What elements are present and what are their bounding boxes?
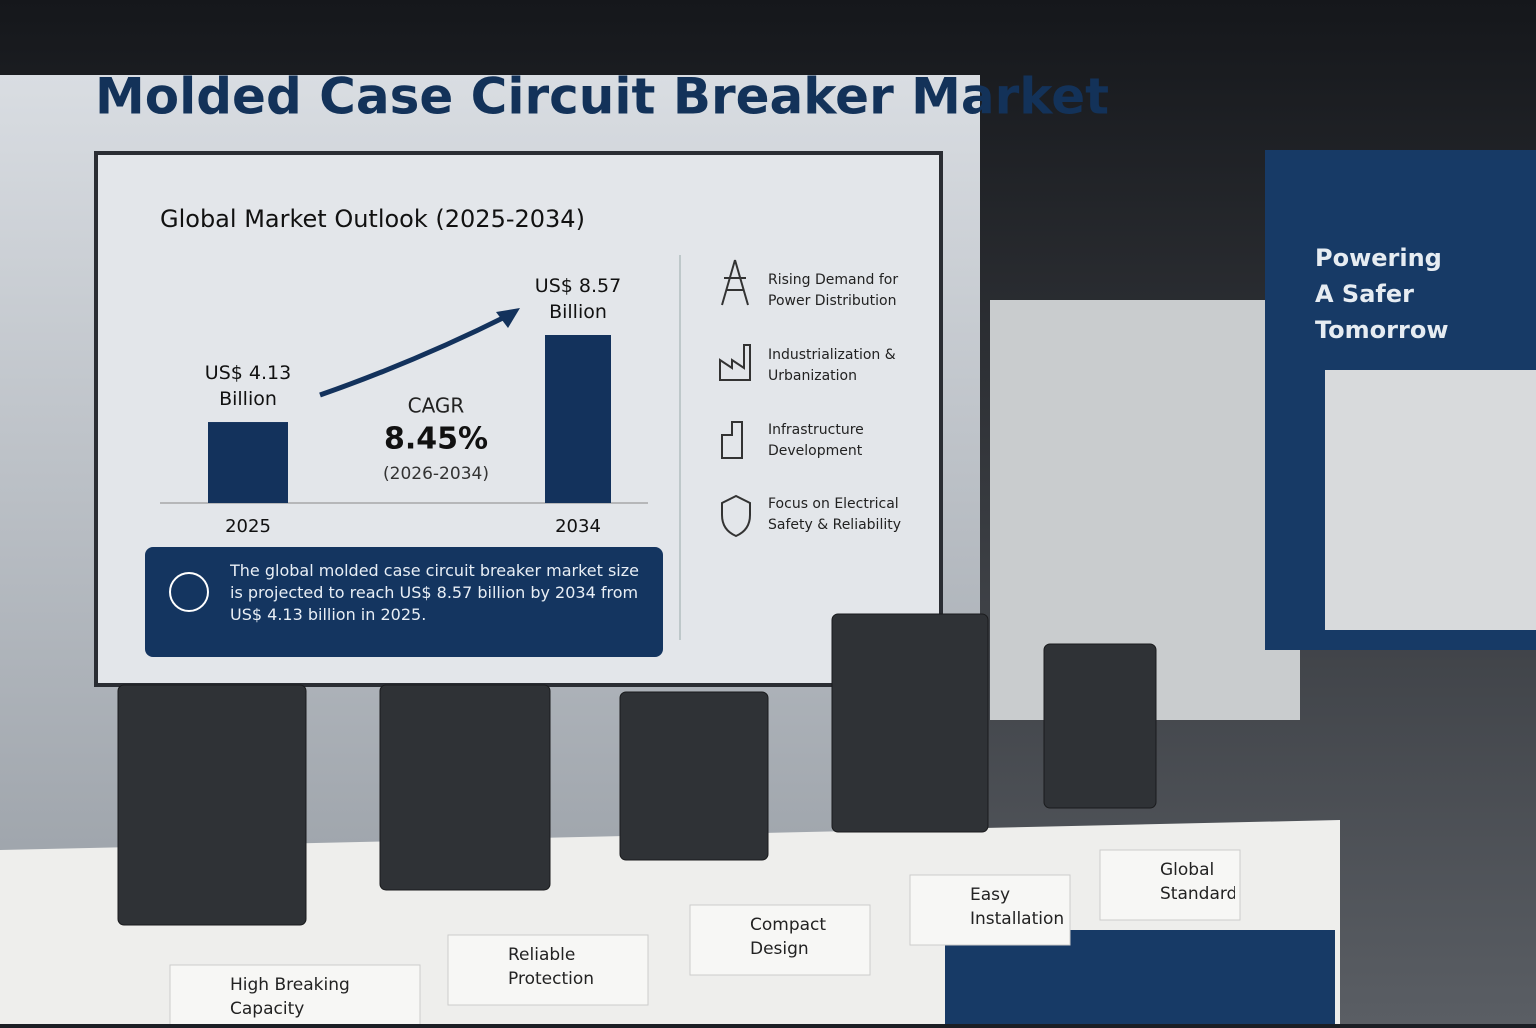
trend-arrow bbox=[319, 309, 517, 398]
breaker bbox=[1043, 643, 1157, 809]
bar bbox=[545, 335, 611, 503]
driver: Infrastructure Development bbox=[768, 422, 864, 459]
feature-label-box: Global Standards bbox=[1160, 860, 1235, 904]
globe-icon bbox=[169, 572, 209, 612]
tower-icon bbox=[721, 259, 749, 306]
chart-title: Global Market Outlook (2025-2034) bbox=[160, 205, 585, 233]
value-label: US$ 8.57 Billion bbox=[534, 275, 622, 323]
feature-label: Reliable Protection bbox=[508, 945, 595, 989]
feature-card bbox=[689, 904, 871, 976]
value-label: US$ 4.13 Billion bbox=[204, 362, 292, 411]
cagr-value: 8.45% bbox=[384, 422, 488, 457]
driver-box: Rising Demand for Power Distribution bbox=[768, 272, 899, 309]
value-label-box: US$ 4.13 Billion bbox=[204, 362, 292, 411]
feature-label-box: High Breaking Capacity bbox=[230, 975, 350, 1019]
feature-label: Compact Design bbox=[750, 915, 827, 959]
booth-sign-text: Powering A Safer Tomorrow bbox=[1315, 244, 1449, 344]
x-tick-label: 2034 bbox=[555, 516, 601, 537]
breakers bbox=[117, 613, 1157, 926]
building-icon bbox=[721, 421, 743, 459]
feature-label: Easy Installation bbox=[970, 885, 1065, 929]
counter-panel bbox=[945, 930, 1335, 1024]
feature-labels: High Breaking Capacity Reliable Protectio… bbox=[169, 849, 1241, 1028]
feature-card bbox=[447, 934, 649, 1006]
breaker bbox=[117, 684, 307, 926]
driver: Focus on Electrical Safety & Reliability bbox=[768, 496, 901, 533]
feature-label-box: Easy Installation bbox=[970, 885, 1065, 929]
value-label-box: US$ 8.57 Billion bbox=[534, 275, 622, 323]
x-tick-label: 2025 bbox=[225, 516, 271, 537]
feature-label: Global Standards bbox=[1160, 860, 1235, 904]
factory-icon bbox=[719, 344, 751, 381]
feature-label: High Breaking Capacity bbox=[230, 975, 350, 1019]
cagr-label: CAGR bbox=[408, 394, 465, 418]
bar bbox=[208, 422, 288, 503]
breaker bbox=[379, 684, 551, 891]
feature-card bbox=[169, 964, 421, 1028]
driver-icons bbox=[719, 259, 751, 538]
breaker bbox=[619, 691, 769, 861]
feature-label-box: Compact Design bbox=[750, 915, 827, 959]
driver: Rising Demand for Power Distribution bbox=[768, 272, 899, 309]
note-box bbox=[145, 547, 663, 657]
feature-card bbox=[909, 874, 1071, 946]
driver-box: Industrialization & Urbanization bbox=[768, 347, 896, 384]
booth-room bbox=[1325, 370, 1536, 630]
driver-box: Infrastructure Development bbox=[768, 422, 864, 459]
cagr-period: (2026-2034) bbox=[383, 464, 489, 484]
booth-sign: Powering A Safer Tomorrow bbox=[1315, 244, 1449, 344]
driver-box: Focus on Electrical Safety & Reliability bbox=[768, 496, 901, 533]
arrow-head bbox=[496, 308, 520, 328]
note: The global molded case circuit breaker m… bbox=[230, 561, 639, 624]
chart: Global Market Outlook (2025-2034) CAGR 8… bbox=[160, 205, 648, 537]
driver: Industrialization & Urbanization bbox=[768, 347, 896, 384]
shield-icon bbox=[721, 494, 751, 538]
breaker bbox=[831, 613, 989, 833]
feature-label-box: Reliable Protection bbox=[508, 945, 595, 989]
main-title: Molded Case Circuit Breaker Market bbox=[95, 68, 1109, 126]
feature-card bbox=[1099, 849, 1241, 921]
note-text: The global molded case circuit breaker m… bbox=[230, 561, 639, 624]
